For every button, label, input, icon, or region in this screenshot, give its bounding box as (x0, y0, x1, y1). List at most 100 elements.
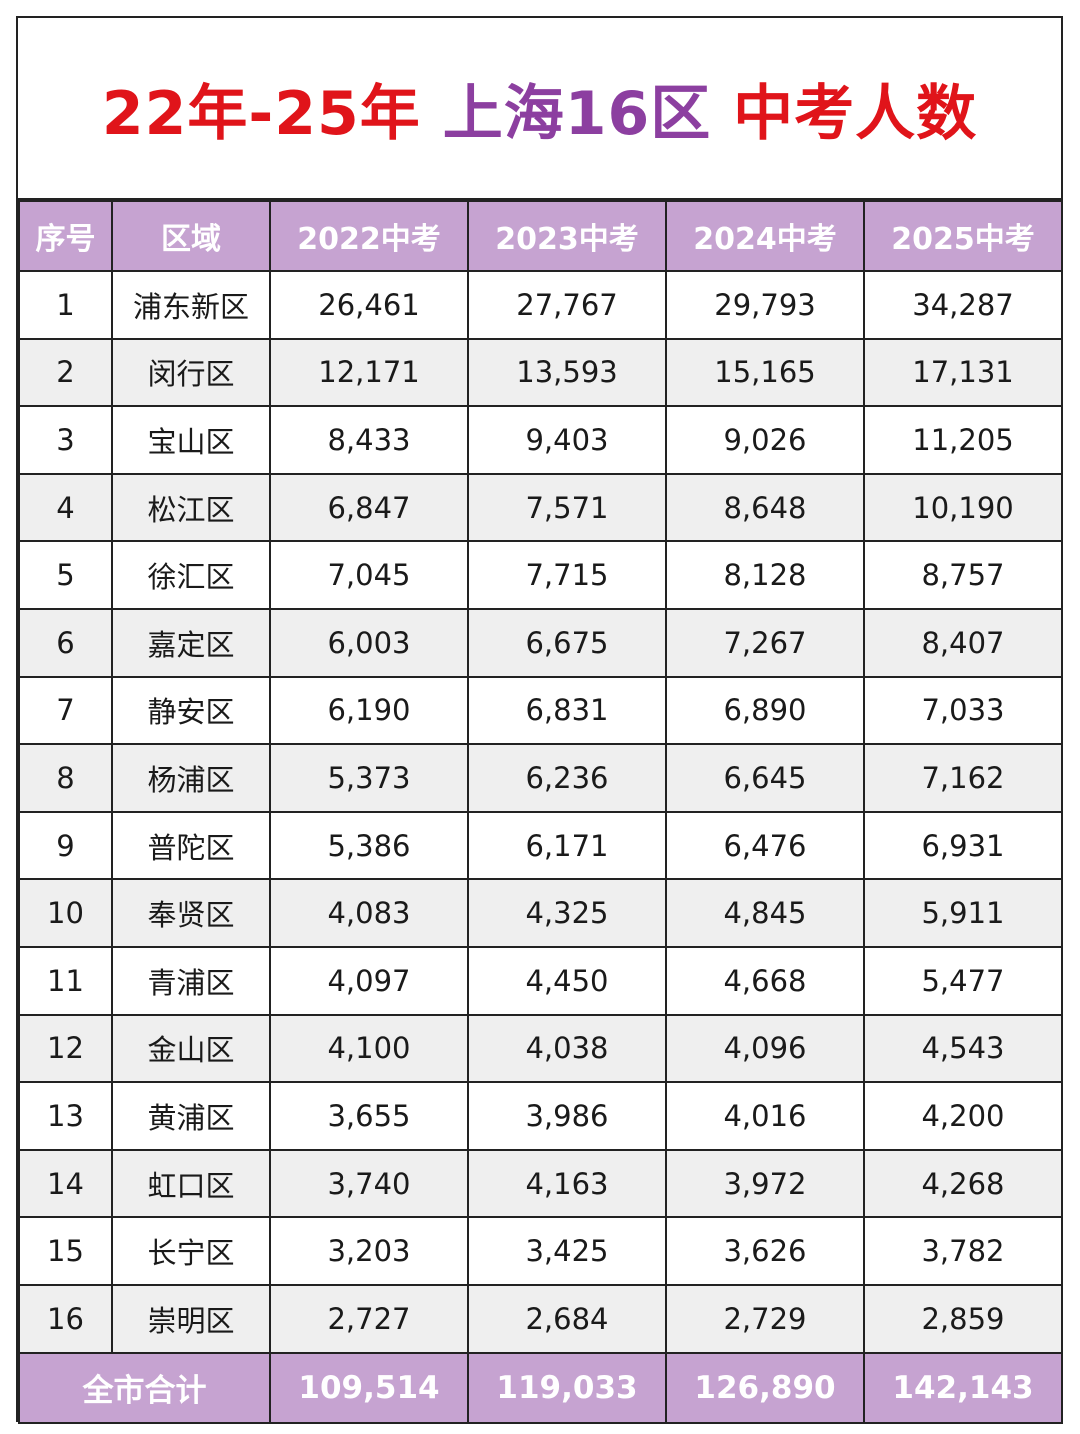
table-row: 1 浦东新区 26,461 27,767 29,793 34,287 (18, 270, 1063, 340)
cell-index: 3 (18, 405, 113, 475)
total-row: 全市合计 109,514 119,033 126,890 142,143 (18, 1351, 1063, 1424)
table-row: 13 黄浦区 3,655 3,986 4,016 4,200 (18, 1081, 1063, 1151)
cell-index: 6 (18, 607, 113, 678)
cell-district: 闵行区 (111, 337, 271, 408)
cell-district: 杨浦区 (111, 743, 271, 813)
table-row: 8 杨浦区 5,373 6,236 6,645 7,162 (18, 743, 1063, 813)
cell-2024: 8,128 (665, 540, 865, 610)
cell-district: 徐汇区 (111, 540, 271, 610)
cell-2023: 13,593 (467, 337, 667, 408)
cell-district: 青浦区 (111, 945, 271, 1016)
cell-2023: 6,675 (467, 607, 667, 678)
cell-2023: 9,403 (467, 405, 667, 475)
table-row: 12 金山区 4,100 4,038 4,096 4,543 (18, 1013, 1063, 1084)
cell-district: 嘉定区 (111, 607, 271, 678)
total-2024: 126,890 (665, 1351, 865, 1424)
cell-2025: 3,782 (863, 1216, 1063, 1286)
cell-2025: 11,205 (863, 405, 1063, 475)
cell-2024: 9,026 (665, 405, 865, 475)
cell-2024: 4,668 (665, 945, 865, 1016)
total-label: 全市合计 (18, 1351, 271, 1424)
cell-index: 1 (18, 270, 113, 340)
cell-2023: 2,684 (467, 1283, 667, 1354)
table-body: 1 浦东新区 26,461 27,767 29,793 34,287 2 闵行区 12,171 1… (18, 270, 1063, 1354)
cell-district: 静安区 (111, 675, 271, 746)
cell-2023: 4,038 (467, 1013, 667, 1084)
cell-2025: 6,931 (863, 810, 1063, 881)
table-row: 14 虹口区 3,740 4,163 3,972 4,268 (18, 1148, 1063, 1219)
total-2023: 119,033 (467, 1351, 667, 1424)
cell-2024: 3,972 (665, 1148, 865, 1219)
cell-index: 13 (18, 1081, 113, 1151)
cell-2022: 8,433 (269, 405, 469, 475)
header-district: 区域 (111, 200, 271, 272)
cell-2024: 8,648 (665, 472, 865, 543)
cell-2022: 4,097 (269, 945, 469, 1016)
cell-2023: 3,986 (467, 1081, 667, 1151)
cell-index: 12 (18, 1013, 113, 1084)
title-years: 22年-25年 (101, 78, 421, 149)
cell-2025: 4,268 (863, 1148, 1063, 1219)
title-area: 22年-25年 上海16区 中考人数 (18, 18, 1061, 200)
header-2024: 2024中考 (665, 200, 865, 272)
header-2025: 2025中考 (863, 200, 1063, 272)
cell-2025: 17,131 (863, 337, 1063, 408)
cell-2025: 34,287 (863, 270, 1063, 340)
table-row: 3 宝山区 8,433 9,403 9,026 11,205 (18, 405, 1063, 475)
cell-district: 金山区 (111, 1013, 271, 1084)
cell-district: 虹口区 (111, 1148, 271, 1219)
cell-2022: 7,045 (269, 540, 469, 610)
header-index: 序号 (18, 200, 113, 272)
cell-2025: 7,162 (863, 743, 1063, 813)
cell-2023: 7,715 (467, 540, 667, 610)
cell-2023: 6,171 (467, 810, 667, 881)
cell-district: 黄浦区 (111, 1081, 271, 1151)
title-region: 上海16区 (442, 78, 712, 149)
cell-2023: 6,831 (467, 675, 667, 746)
cell-2022: 4,083 (269, 878, 469, 948)
cell-2025: 2,859 (863, 1283, 1063, 1354)
cell-2024: 6,890 (665, 675, 865, 746)
exam-count-table: 序号 区域 2022中考 2023中考 2024中考 2025中考 1 浦东新区 2… (18, 200, 1063, 1424)
cell-district: 崇明区 (111, 1283, 271, 1354)
total-2022: 109,514 (269, 1351, 469, 1424)
header-2022: 2022中考 (269, 200, 469, 272)
cell-2024: 7,267 (665, 607, 865, 678)
cell-2025: 7,033 (863, 675, 1063, 746)
cell-2024: 4,096 (665, 1013, 865, 1084)
cell-index: 9 (18, 810, 113, 881)
cell-2022: 5,386 (269, 810, 469, 881)
cell-district: 长宁区 (111, 1216, 271, 1286)
cell-index: 4 (18, 472, 113, 543)
cell-2022: 3,203 (269, 1216, 469, 1286)
cell-2025: 10,190 (863, 472, 1063, 543)
cell-district: 普陀区 (111, 810, 271, 881)
cell-district: 宝山区 (111, 405, 271, 475)
cell-2022: 26,461 (269, 270, 469, 340)
cell-2022: 4,100 (269, 1013, 469, 1084)
cell-district: 浦东新区 (111, 270, 271, 340)
cell-2022: 3,655 (269, 1081, 469, 1151)
cell-2023: 4,163 (467, 1148, 667, 1219)
cell-2024: 6,476 (665, 810, 865, 881)
cell-index: 16 (18, 1283, 113, 1354)
cell-2024: 6,645 (665, 743, 865, 813)
header-2023: 2023中考 (467, 200, 667, 272)
cell-2022: 5,373 (269, 743, 469, 813)
cell-2023: 4,450 (467, 945, 667, 1016)
table-row: 5 徐汇区 7,045 7,715 8,128 8,757 (18, 540, 1063, 610)
cell-index: 11 (18, 945, 113, 1016)
cell-district: 奉贤区 (111, 878, 271, 948)
table-row: 11 青浦区 4,097 4,450 4,668 5,477 (18, 945, 1063, 1016)
cell-index: 2 (18, 337, 113, 408)
total-2025: 142,143 (863, 1351, 1063, 1424)
cell-index: 8 (18, 743, 113, 813)
cell-2025: 4,200 (863, 1081, 1063, 1151)
page-title: 22年-25年 上海16区 中考人数 (102, 65, 977, 152)
cell-index: 7 (18, 675, 113, 746)
cell-2023: 3,425 (467, 1216, 667, 1286)
cell-2023: 4,325 (467, 878, 667, 948)
table-row: 15 长宁区 3,203 3,425 3,626 3,782 (18, 1216, 1063, 1286)
table-sheet: 22年-25年 上海16区 中考人数 序号 区域 2022中考 2023中考 2… (16, 16, 1063, 1424)
table-row: 7 静安区 6,190 6,831 6,890 7,033 (18, 675, 1063, 746)
